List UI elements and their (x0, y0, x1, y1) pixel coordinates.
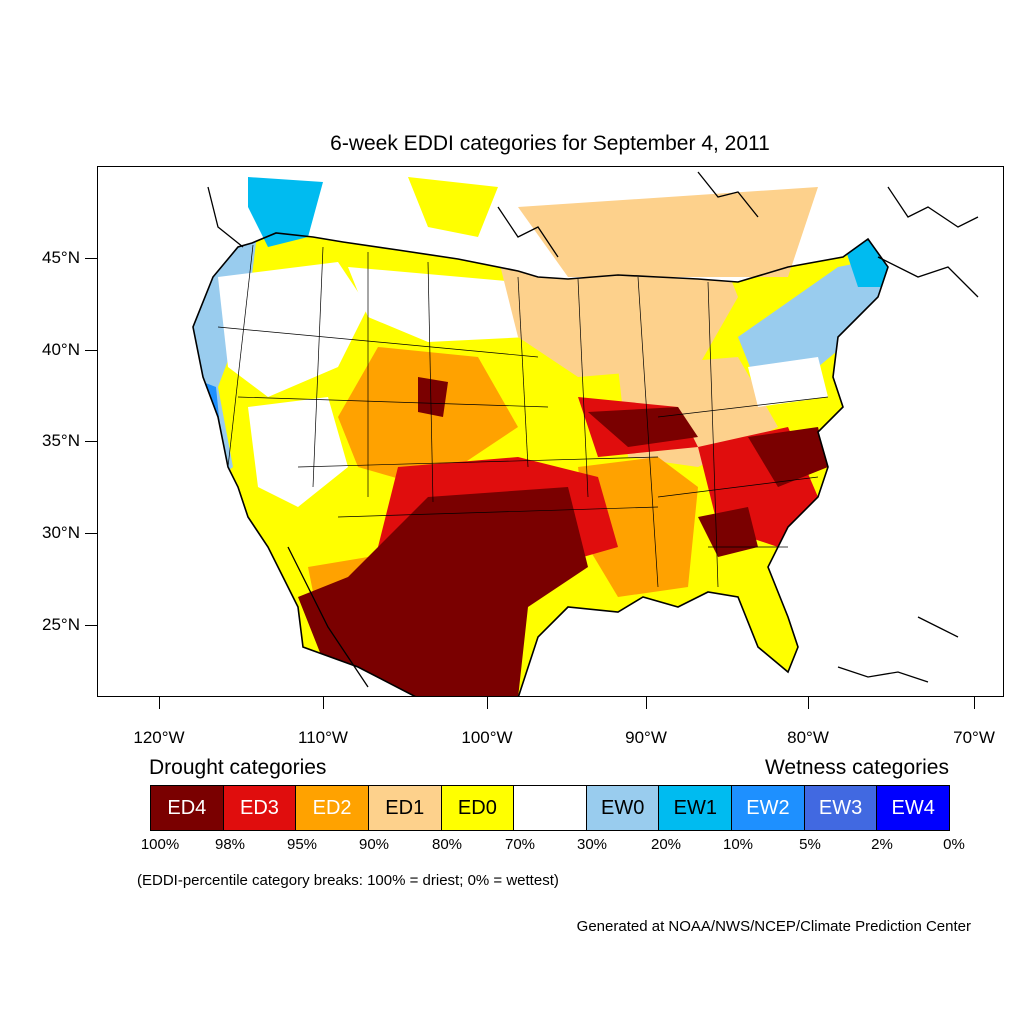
drought-categories-heading: Drought categories (149, 756, 327, 779)
lon-tick-mark (808, 697, 809, 709)
percentile-label: 70% (504, 836, 536, 853)
lon-tick-mark (487, 697, 488, 709)
map-title: 6-week EDDI categories for September 4, … (330, 132, 770, 155)
lat-tick-35: 35°N (42, 431, 80, 450)
lon-tick-70: 70°W (953, 728, 995, 747)
lat-tick-mark (85, 625, 97, 626)
map-frame (97, 166, 1004, 697)
percentile-label: 20% (650, 836, 682, 853)
lon-tick-80: 80°W (787, 728, 829, 747)
percentile-label: 95% (286, 836, 318, 853)
lat-tick-mark (85, 350, 97, 351)
lat-tick-30: 30°N (42, 523, 80, 542)
legend-swatch-ew4: EW4 (877, 786, 950, 830)
percentile-label: 80% (431, 836, 463, 853)
lon-tick-90: 90°W (625, 728, 667, 747)
percentile-label: 90% (358, 836, 390, 853)
state-lines (217, 244, 829, 588)
percentile-label: 5% (799, 836, 821, 853)
lon-tick-mark (646, 697, 647, 709)
lat-tick-40: 40°N (42, 340, 80, 359)
percentile-label: 0% (943, 836, 965, 853)
percentile-label: 100% (140, 836, 180, 853)
eddi-shading (193, 233, 888, 696)
legend-swatch-ed4: ED4 (151, 786, 224, 830)
credit-line: Generated at NOAA/NWS/NCEP/Climate Predi… (576, 918, 971, 935)
category-breaks-note: (EDDI-percentile category breaks: 100% =… (137, 872, 559, 889)
percentile-label: 30% (576, 836, 608, 853)
lat-tick-mark (85, 441, 97, 442)
lon-tick-mark (159, 697, 160, 709)
canada-dry-patch-2 (518, 187, 818, 277)
legend-swatch-ew0: EW0 (586, 786, 660, 830)
percentile-label: 2% (871, 836, 893, 853)
legend-swatch-ed2: ED2 (296, 786, 369, 830)
lat-tick-25: 25°N (42, 615, 80, 634)
legend-swatch-ew3: EW3 (804, 786, 878, 830)
neighbor-coastlines (207, 171, 979, 688)
legend-swatch-ew2: EW2 (732, 786, 805, 830)
canada-wet-patch (248, 177, 323, 247)
lon-tick-120: 120°W (133, 728, 185, 747)
legend-swatch-ed1: ED1 (368, 786, 442, 830)
eddi-map (192, 171, 979, 696)
lat-tick-mark (85, 533, 97, 534)
percentile-label: 10% (722, 836, 754, 853)
lon-tick-mark (974, 697, 975, 709)
legend-swatch-ed0: ED0 (441, 786, 515, 830)
lon-tick-100: 100°W (461, 728, 513, 747)
lat-tick-45: 45°N (42, 248, 80, 267)
legend-swatch-neutral (514, 786, 587, 830)
lon-tick-110: 110°W (298, 728, 348, 747)
lon-tick-mark (323, 697, 324, 709)
category-legend: ED4 ED3 ED2 ED1 ED0 EW0 EW1 EW2 EW3 EW4 (150, 785, 950, 831)
percentile-label: 98% (214, 836, 246, 853)
lat-tick-mark (85, 258, 97, 259)
wetness-categories-heading: Wetness categories (764, 756, 949, 779)
legend-swatch-ed3: ED3 (223, 786, 297, 830)
legend-swatch-ew1: EW1 (659, 786, 733, 830)
us-outline (192, 232, 889, 696)
canada-dry-patch (408, 177, 498, 237)
